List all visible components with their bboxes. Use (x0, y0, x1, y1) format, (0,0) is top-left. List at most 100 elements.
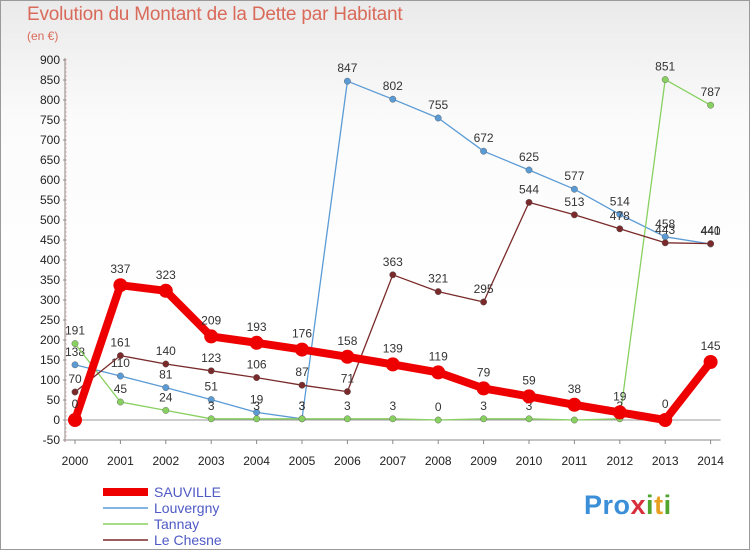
y-tick-label: 300 (40, 293, 60, 307)
data-point (71, 361, 79, 369)
data-point (661, 239, 669, 247)
data-point (434, 114, 442, 122)
data-point (612, 405, 627, 420)
data-label: 544 (519, 182, 539, 196)
data-point (343, 388, 351, 395)
y-tick-label: 600 (40, 173, 60, 187)
data-point (340, 349, 355, 364)
y-tick-label: -50 (43, 433, 61, 447)
data-label: 51 (205, 380, 219, 394)
x-tick-label: 2014 (697, 454, 724, 468)
x-tick-label: 2008 (425, 454, 452, 468)
data-point (158, 283, 173, 298)
data-point (162, 384, 170, 391)
data-point (295, 342, 309, 357)
data-point (661, 76, 669, 84)
data-label: 3 (253, 399, 260, 413)
data-point (616, 210, 624, 218)
y-tick-label: 100 (40, 373, 60, 387)
data-point (522, 389, 536, 404)
data-point (658, 413, 673, 427)
x-tick-label: 2002 (152, 454, 179, 468)
data-label: 209 (201, 313, 221, 327)
data-point (434, 288, 442, 295)
data-label: 176 (292, 327, 312, 341)
data-label: 38 (568, 382, 582, 396)
data-label: 478 (610, 209, 630, 223)
data-label: 337 (110, 262, 130, 276)
y-tick-label: 700 (40, 133, 60, 147)
data-point (162, 406, 170, 414)
data-point (162, 360, 170, 368)
data-label: 441 (701, 224, 721, 238)
x-tick-label: 2005 (289, 454, 316, 468)
data-label: 755 (428, 98, 448, 112)
data-point (707, 101, 714, 109)
data-label: 193 (247, 320, 267, 334)
data-label: 787 (701, 85, 721, 99)
data-point (616, 225, 624, 233)
data-point (707, 240, 714, 248)
data-point (571, 211, 578, 219)
data-label: 140 (156, 344, 176, 358)
data-point (68, 413, 82, 427)
data-label: 139 (383, 341, 403, 355)
data-label: 513 (564, 195, 584, 209)
data-point (71, 340, 79, 347)
data-label: 19 (613, 389, 627, 403)
y-tick-label: 0 (53, 413, 60, 427)
data-label: 45 (114, 382, 128, 396)
data-point (385, 357, 400, 372)
x-tick-label: 2000 (62, 454, 89, 468)
data-point (113, 278, 128, 293)
data-label: 440 (701, 224, 721, 238)
data-point (117, 352, 124, 359)
data-point (207, 415, 215, 423)
data-point (480, 298, 487, 306)
y-tick-label: 550 (40, 193, 60, 207)
data-label: 3 (480, 399, 487, 413)
legend-label: Louvergny (154, 500, 219, 516)
data-label: 19 (250, 392, 264, 406)
data-label: 802 (383, 79, 403, 93)
data-point (476, 381, 491, 396)
data-label: 79 (477, 365, 491, 379)
y-tick-label: 800 (40, 93, 60, 107)
data-point (207, 396, 215, 403)
y-tick-label: 450 (40, 233, 60, 247)
data-point (71, 388, 79, 396)
data-point (298, 381, 306, 389)
y-tick-label: 50 (47, 393, 61, 407)
data-label: 161 (110, 336, 130, 350)
data-point (389, 95, 397, 103)
data-label: 321 (428, 272, 448, 286)
data-label: 443 (655, 223, 675, 237)
data-label: 0 (435, 400, 442, 414)
data-label: 847 (337, 61, 357, 75)
data-label: 363 (383, 255, 403, 269)
data-point (480, 415, 487, 423)
data-label: 625 (519, 150, 539, 164)
x-tick-label: 2001 (107, 454, 134, 468)
data-point (249, 335, 264, 350)
y-tick-label: 250 (40, 313, 60, 327)
x-tick-label: 2011 (561, 454, 587, 468)
data-point (343, 77, 351, 85)
y-tick-label: 850 (40, 73, 60, 87)
data-point (253, 374, 261, 381)
data-label: 71 (341, 372, 355, 386)
data-label: 106 (247, 358, 267, 372)
x-tick-label: 2006 (334, 454, 361, 468)
x-tick-label: 2007 (379, 454, 406, 468)
data-point (389, 415, 397, 423)
y-tick-label: 500 (40, 213, 60, 227)
data-point (343, 415, 351, 423)
data-label: 577 (564, 169, 584, 183)
data-label: 70 (68, 372, 82, 386)
data-label: 0 (72, 397, 79, 411)
data-label: 191 (65, 324, 85, 338)
data-point (434, 416, 442, 424)
y-tick-label: 200 (40, 333, 60, 347)
data-point (525, 415, 533, 423)
